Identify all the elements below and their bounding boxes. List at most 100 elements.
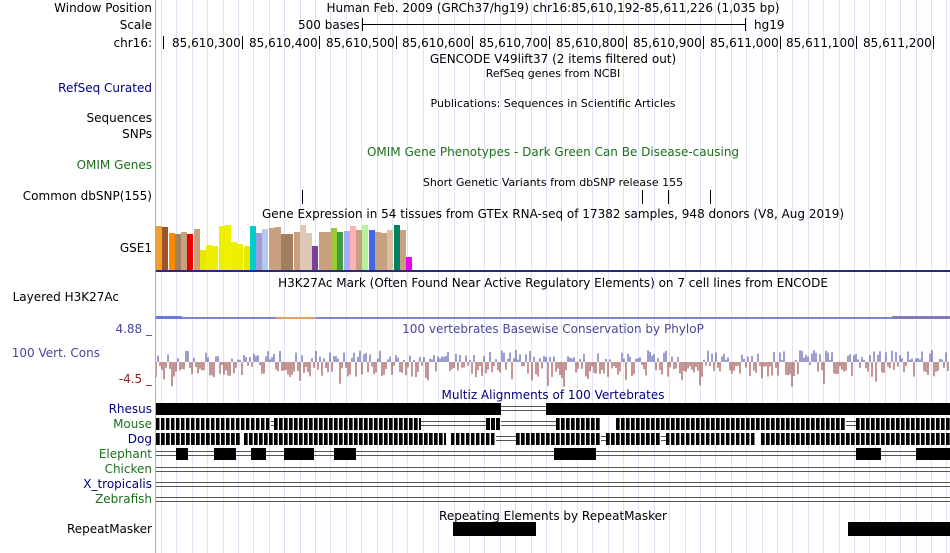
- ruler-tick: [856, 36, 857, 49]
- gtex-tissue-bar[interactable]: [406, 257, 412, 270]
- alignment-block[interactable]: [761, 433, 950, 445]
- dbsnp-track-label[interactable]: Common dbSNP(155): [22, 189, 152, 203]
- gse1-track-label[interactable]: GSE1: [119, 241, 152, 255]
- gtex-tissue-bar[interactable]: [287, 234, 293, 270]
- grid-line: [284, 0, 285, 553]
- alignment-block[interactable]: [156, 433, 241, 445]
- gtex-tissue-bar[interactable]: [294, 232, 300, 270]
- alignment-gap-line: [421, 421, 486, 422]
- snp-mark[interactable]: [668, 190, 669, 204]
- gtex-tissue-bar[interactable]: [356, 230, 362, 270]
- snp-mark[interactable]: [710, 190, 711, 204]
- snp-mark[interactable]: [302, 190, 303, 204]
- species-zebrafish-label[interactable]: Zebrafish: [95, 492, 152, 506]
- gtex-tissue-bar[interactable]: [194, 229, 200, 270]
- gtex-tissue-bar[interactable]: [369, 230, 375, 270]
- gtex-tissue-bar[interactable]: [381, 233, 387, 270]
- gtex-tissue-bar[interactable]: [312, 246, 318, 270]
- gtex-tissue-bar[interactable]: [300, 225, 306, 270]
- grid-line: [931, 0, 932, 553]
- gtex-tissue-bar[interactable]: [200, 250, 206, 270]
- gtex-tissue-bar[interactable]: [231, 242, 237, 270]
- repeat-element[interactable]: [848, 522, 950, 536]
- alignment-block[interactable]: [856, 418, 950, 430]
- gtex-tissue-bar[interactable]: [275, 227, 281, 270]
- alignment-block[interactable]: [856, 448, 881, 460]
- alignment-block[interactable]: [284, 448, 314, 460]
- cons-track-label[interactable]: 100 Vert. Cons: [11, 346, 100, 360]
- gtex-tissue-bar[interactable]: [344, 231, 350, 270]
- gtex-tissue-bar[interactable]: [319, 232, 325, 270]
- alignment-block[interactable]: [274, 418, 421, 430]
- gtex-tissue-bar[interactable]: [325, 232, 331, 270]
- gtex-tissue-bar[interactable]: [219, 226, 225, 270]
- multiz-track-title: Multiz Alignments of 100 Vertebrates: [441, 388, 665, 402]
- alignment-block[interactable]: [916, 448, 950, 460]
- gtex-tissue-bar[interactable]: [237, 244, 243, 270]
- refseq-track-label[interactable]: RefSeq Curated: [58, 81, 152, 95]
- grid-line: [330, 0, 331, 553]
- alignment-block[interactable]: [486, 418, 501, 430]
- gtex-tissue-bar[interactable]: [244, 246, 250, 270]
- alignment-block[interactable]: [546, 403, 950, 415]
- alignment-block[interactable]: [451, 433, 496, 445]
- gtex-tissue-bar[interactable]: [175, 234, 181, 270]
- alignment-block[interactable]: [244, 433, 446, 445]
- gtex-tissue-bar[interactable]: [187, 234, 193, 270]
- species-dog-label[interactable]: Dog: [127, 432, 152, 446]
- snps-track-label[interactable]: SNPs: [122, 127, 152, 141]
- alignment-block[interactable]: [334, 448, 356, 460]
- alignment-block[interactable]: [616, 418, 846, 430]
- ruler-tick: [703, 36, 704, 49]
- alignment-block[interactable]: [156, 418, 271, 430]
- gtex-tissue-bar[interactable]: [212, 246, 218, 270]
- alignment-block[interactable]: [556, 418, 601, 430]
- repeatmasker-track-label[interactable]: RepeatMasker: [66, 522, 152, 536]
- omim-track-label[interactable]: OMIM Genes: [76, 158, 152, 172]
- snp-mark[interactable]: [642, 190, 643, 204]
- sequences-track-label[interactable]: Sequences: [86, 111, 152, 125]
- gtex-tissue-bar[interactable]: [281, 234, 287, 270]
- species-mouse-label[interactable]: Mouse: [113, 417, 152, 431]
- alignment-block[interactable]: [666, 433, 756, 445]
- h3k27ac-track-label[interactable]: Layered H3K27Ac: [12, 290, 119, 304]
- alignment-block[interactable]: [214, 448, 236, 460]
- dbsnp-track-title: Short Genetic Variants from dbSNP releas…: [422, 176, 684, 189]
- gtex-tissue-bar[interactable]: [350, 226, 356, 270]
- species-elephant-label[interactable]: Elephant: [98, 447, 152, 461]
- gtex-tissue-bar[interactable]: [262, 229, 268, 270]
- repeat-element[interactable]: [453, 522, 536, 536]
- conservation-wiggle: [156, 350, 949, 387]
- gtex-tissue-bar[interactable]: [169, 233, 175, 270]
- gtex-tissue-bar[interactable]: [362, 225, 368, 270]
- gtex-tissue-bar[interactable]: [306, 233, 312, 270]
- grid-line: [623, 0, 624, 553]
- gtex-tissue-bar[interactable]: [225, 225, 231, 270]
- gtex-tissue-bar[interactable]: [250, 226, 256, 270]
- species-xtropicalis-label[interactable]: X_tropicalis: [83, 477, 152, 491]
- alignment-block[interactable]: [554, 448, 596, 460]
- species-chicken-label[interactable]: Chicken: [104, 462, 152, 476]
- gtex-tissue-bar[interactable]: [337, 232, 343, 270]
- species-rhesus-label[interactable]: Rhesus: [108, 402, 152, 416]
- gtex-tissue-bar[interactable]: [400, 230, 406, 270]
- gtex-tissue-bar[interactable]: [162, 227, 168, 270]
- gtex-tissue-bar[interactable]: [387, 230, 393, 270]
- alignment-gap-line: [846, 421, 856, 422]
- gtex-tissue-bar[interactable]: [375, 232, 381, 270]
- gtex-tissue-bar[interactable]: [156, 226, 162, 270]
- alignment-block[interactable]: [516, 433, 601, 445]
- gtex-tissue-bar[interactable]: [331, 228, 337, 270]
- alignment-block[interactable]: [251, 448, 266, 460]
- gtex-tissue-bar[interactable]: [269, 228, 275, 270]
- gtex-tissue-bar[interactable]: [181, 232, 187, 270]
- alignment-block[interactable]: [176, 448, 188, 460]
- alignment-block[interactable]: [606, 433, 661, 445]
- alignment-gap-line: [156, 497, 950, 498]
- browser-track-image[interactable]: Human Feb. 2009 (GRCh37/hg19) chr16:85,6…: [156, 0, 950, 553]
- gtex-tissue-bar[interactable]: [256, 233, 262, 270]
- gtex-tissue-bar[interactable]: [394, 225, 400, 270]
- gtex-tissue-bar[interactable]: [206, 245, 212, 270]
- alignment-gap-line: [501, 406, 546, 407]
- alignment-block[interactable]: [156, 403, 501, 415]
